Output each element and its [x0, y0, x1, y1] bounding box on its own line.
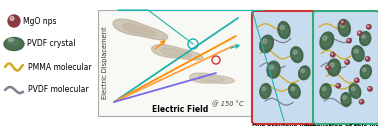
- Ellipse shape: [352, 46, 364, 61]
- Ellipse shape: [352, 87, 358, 95]
- Circle shape: [366, 57, 370, 61]
- Circle shape: [355, 79, 357, 80]
- Ellipse shape: [322, 87, 326, 91]
- Ellipse shape: [293, 50, 297, 54]
- Ellipse shape: [362, 34, 369, 43]
- Text: @ 150 °C: @ 150 °C: [212, 101, 244, 107]
- Ellipse shape: [260, 35, 273, 53]
- Ellipse shape: [323, 36, 331, 46]
- Ellipse shape: [352, 87, 355, 91]
- Ellipse shape: [341, 93, 351, 107]
- FancyBboxPatch shape: [252, 11, 316, 124]
- Circle shape: [367, 25, 369, 27]
- Text: PMMA molecular: PMMA molecular: [28, 62, 91, 71]
- Ellipse shape: [327, 59, 341, 76]
- Ellipse shape: [359, 32, 371, 46]
- Ellipse shape: [262, 87, 269, 96]
- Circle shape: [346, 61, 347, 62]
- Text: Our previous work: Our previous work: [252, 124, 316, 126]
- Circle shape: [348, 39, 349, 41]
- Text: Electric Displacement: Electric Displacement: [102, 27, 108, 99]
- Ellipse shape: [280, 25, 284, 30]
- Ellipse shape: [280, 25, 288, 35]
- Ellipse shape: [278, 22, 290, 38]
- Ellipse shape: [291, 47, 303, 62]
- Polygon shape: [198, 75, 225, 82]
- Ellipse shape: [341, 23, 348, 33]
- Ellipse shape: [363, 68, 369, 76]
- Circle shape: [326, 65, 330, 70]
- Ellipse shape: [262, 39, 267, 43]
- Text: Electric Field: Electric Field: [152, 105, 208, 115]
- Circle shape: [347, 39, 351, 43]
- Circle shape: [369, 87, 370, 89]
- FancyBboxPatch shape: [313, 11, 378, 124]
- Ellipse shape: [289, 84, 300, 98]
- Circle shape: [366, 58, 367, 59]
- Ellipse shape: [301, 69, 305, 72]
- Ellipse shape: [8, 39, 18, 45]
- Ellipse shape: [354, 49, 362, 58]
- Circle shape: [358, 32, 360, 33]
- Ellipse shape: [291, 87, 298, 95]
- Ellipse shape: [299, 66, 310, 80]
- Circle shape: [345, 60, 349, 64]
- Circle shape: [358, 31, 362, 35]
- Ellipse shape: [360, 65, 372, 79]
- Ellipse shape: [291, 87, 295, 91]
- Circle shape: [331, 52, 335, 57]
- Ellipse shape: [270, 65, 274, 69]
- Circle shape: [332, 53, 333, 55]
- Circle shape: [368, 87, 372, 91]
- Circle shape: [355, 78, 359, 83]
- Circle shape: [341, 20, 345, 25]
- Polygon shape: [123, 23, 156, 36]
- Circle shape: [342, 21, 343, 23]
- Circle shape: [337, 84, 338, 86]
- Ellipse shape: [262, 39, 271, 49]
- Circle shape: [8, 15, 20, 27]
- Ellipse shape: [301, 69, 308, 77]
- Ellipse shape: [322, 87, 329, 96]
- Ellipse shape: [349, 84, 361, 98]
- Circle shape: [9, 16, 19, 26]
- Ellipse shape: [322, 36, 327, 40]
- Circle shape: [367, 25, 371, 29]
- Polygon shape: [161, 48, 192, 57]
- Ellipse shape: [354, 49, 358, 53]
- Text: MgO nps: MgO nps: [23, 17, 56, 25]
- Polygon shape: [113, 19, 168, 40]
- Circle shape: [10, 17, 14, 21]
- Circle shape: [360, 100, 362, 102]
- Ellipse shape: [293, 50, 301, 59]
- Circle shape: [336, 84, 341, 88]
- Ellipse shape: [8, 39, 14, 41]
- FancyBboxPatch shape: [98, 10, 252, 116]
- Text: PVDF molecular: PVDF molecular: [28, 86, 88, 94]
- Ellipse shape: [343, 95, 349, 104]
- Circle shape: [359, 100, 364, 104]
- Polygon shape: [152, 45, 203, 60]
- Ellipse shape: [343, 96, 346, 99]
- Ellipse shape: [260, 84, 271, 99]
- Ellipse shape: [262, 87, 266, 91]
- Circle shape: [327, 66, 328, 68]
- Ellipse shape: [340, 23, 344, 27]
- Text: Innovation of this work: Innovation of this work: [305, 124, 378, 126]
- Ellipse shape: [320, 84, 331, 99]
- Polygon shape: [189, 73, 234, 83]
- Ellipse shape: [330, 63, 334, 67]
- Ellipse shape: [338, 20, 350, 36]
- Ellipse shape: [267, 61, 280, 78]
- Ellipse shape: [330, 62, 338, 73]
- Text: PVDF crystal: PVDF crystal: [27, 39, 76, 49]
- Ellipse shape: [362, 35, 366, 38]
- Ellipse shape: [4, 38, 24, 51]
- Ellipse shape: [320, 32, 334, 50]
- Ellipse shape: [270, 65, 277, 75]
- Ellipse shape: [362, 68, 366, 71]
